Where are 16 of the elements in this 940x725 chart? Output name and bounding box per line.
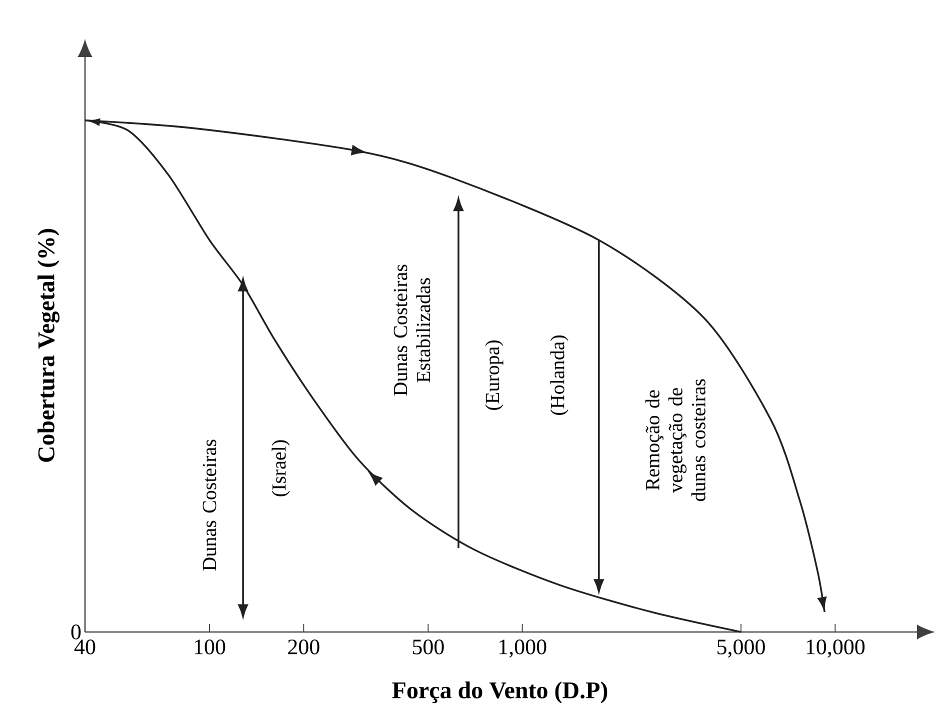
- x-tick-label: 10,000: [806, 640, 865, 658]
- y-axis-title: Cobertura Vegetal (%): [38, 229, 60, 462]
- x-tick-label: 500: [412, 640, 444, 654]
- x-tick-label: 100: [194, 640, 226, 654]
- x-tick-label: 40: [74, 640, 96, 654]
- annotation: (Holanda): [550, 335, 568, 415]
- annotation: (Israel): [272, 440, 290, 496]
- x-tick-label: 200: [288, 640, 320, 654]
- x-axis-title: Força do Vento (D.P): [392, 682, 608, 704]
- annotation: Remoção de vegetação de dunas costeiras: [645, 379, 706, 502]
- annotation: (Europa): [485, 340, 504, 410]
- annotation: Dunas Costeiras Estabilizadas: [394, 264, 430, 396]
- text: 0: [71, 624, 81, 640]
- x-tick-label: 1,000: [500, 640, 546, 658]
- x-tick-label: 5,000: [718, 640, 765, 658]
- annotation: Dunas Costeiras: [202, 440, 216, 571]
